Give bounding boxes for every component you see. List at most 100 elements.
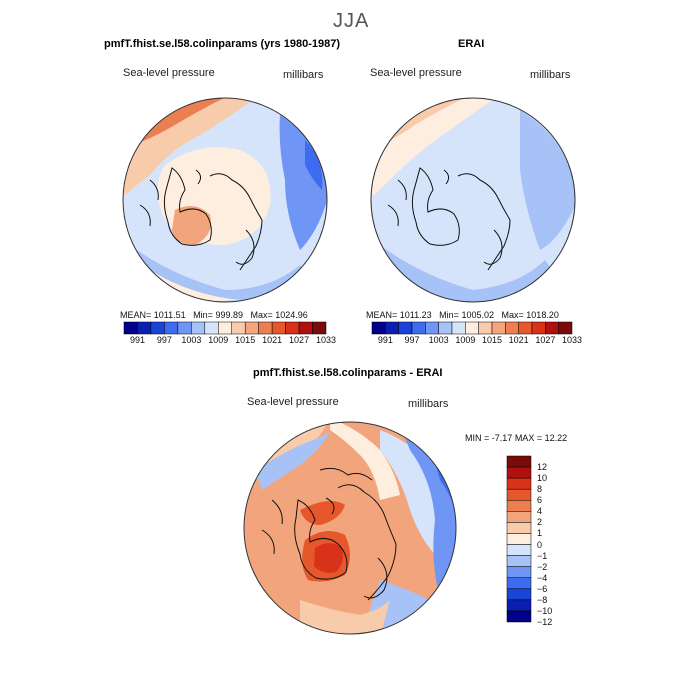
colorbar-tick-label: 1021 [262,335,283,345]
colorbar-tick-label: −12 [537,617,553,627]
colorbar-tick-label: −1 [537,550,548,561]
panel3-min-label: MIN = [465,433,490,443]
panel1-min-label: Min= [193,310,213,320]
panel3-coastlines [261,467,397,601]
panel2-globe-outline [370,97,576,303]
panel1-field-low-east-core [305,140,323,190]
panel2-field-greenland [422,208,455,240]
panel3-min-value: -7.17 [491,433,513,443]
colorbar-tick-label: 1021 [508,335,529,345]
panel1-mean-value: 1011.51 [153,310,186,320]
colorbar-tick-label: 1009 [208,335,229,345]
colorbar-tick-label: −8 [537,594,548,605]
colorbar-swatch [506,500,532,512]
panel2-variable-label: Sea-level pressure [370,67,462,79]
panel2-mean-label: MEAN= [366,310,398,320]
panel3-units-label: millibars [408,398,449,410]
colorbar-tick-label: 8 [537,484,543,495]
colorbar-tick-label: 2 [537,517,543,528]
colorbar-swatch [506,488,532,501]
colorbar-tick-label: 10 [537,473,548,484]
colorbar-tick-label: 1033 [561,335,583,345]
panel3-colorbar-ticks: 12 10 8 6 4 2 1 0 −1 −2 −4 −6 −8 −10 −12 [537,456,577,627]
colorbar-tick-label: −4 [537,572,548,583]
colorbar-tick-label: 991 [377,335,393,345]
panel3-title: pmfT.fhist.se.l58.colinparams - ERAI [253,367,443,379]
colorbar-swatch [506,477,532,490]
panel1-colorbar-ticks: 991 997 1003 1009 1015 1021 1027 1033 [124,335,336,347]
colorbar-tick-label: 991 [129,335,145,345]
colorbar-tick-label: 1015 [481,335,503,345]
panel1-globe-outline [122,97,328,303]
colorbar-swatch [558,321,573,335]
panel2-title: ERAI [458,38,485,50]
colorbar-tick-label: 1027 [289,335,310,345]
panel3-colorbar [506,455,532,623]
panel3-variable-label: Sea-level pressure [247,396,339,408]
panel3-max-label: MAX = [514,433,543,443]
colorbar-tick-label: 997 [404,335,420,345]
colorbar-swatch [506,466,532,479]
colorbar-tick-label: 997 [156,335,172,345]
panel1-mean-label: MEAN= [120,310,152,320]
colorbar-swatch [506,588,532,601]
colorbar-tick-label: 1009 [455,335,476,345]
panel2-colorbar-ticks: 991 997 1003 1009 1015 1021 1027 1033 [372,335,582,347]
colorbar-swatch [506,455,532,468]
colorbar-swatch [506,533,532,545]
panel2-max-label: Max= [501,310,524,320]
panel1-field-greenland [172,206,211,245]
panel3-field-south-neutral [300,600,390,634]
panel1-stats: MEAN= 1011.51 Min= 999.89 Max= 1024.96 [120,310,308,320]
panel3-globe-outline [243,421,457,635]
panel2-min-value: 1005.02 [461,310,494,320]
colorbar-tick-label: 4 [537,506,543,517]
colorbar-tick-label: 1015 [235,335,256,345]
panel3-stats: MIN = -7.17 MAX = 12.22 [465,433,567,443]
panel1-max-label: Max= [250,310,273,320]
colorbar-swatch [506,599,532,612]
colorbar-tick-label: 1 [537,528,543,539]
panel1-coastlines [139,167,263,271]
panel2-units-label: millibars [530,69,571,81]
colorbar-tick-label: −2 [537,561,548,572]
panel1-field-warm-band [123,98,260,200]
panel3-max-value: 12.22 [544,433,568,443]
panel3-field-north-neutral [330,422,400,500]
colorbar-tick-label: −6 [537,583,548,594]
colorbar-swatch [506,544,532,556]
panel2-stats: MEAN= 1011.23 Min= 1005.02 Max= 1018.20 [366,310,559,320]
colorbar-tick-label: 0 [537,539,543,550]
panel1-field-low-east [279,115,327,250]
panel1-max-value: 1024.96 [275,310,308,320]
panel2-field-warm-band [371,98,500,200]
panel2-colorbar [371,321,573,335]
colorbar-tick-label: 1027 [535,335,556,345]
panel1-units-label: millibars [283,69,324,81]
colorbar-swatch [506,511,532,523]
colorbar-swatch [506,555,532,567]
panel1-colorbar [123,321,327,335]
colorbar-swatch [312,321,327,335]
panel2-min-label: Min= [439,310,459,320]
colorbar-swatch [506,577,532,590]
colorbar-tick-label: 1033 [315,335,337,345]
panel2-coastlines [387,167,511,271]
colorbar-tick-label: 12 [537,462,548,473]
colorbar-swatch [506,610,532,623]
panel1-title: pmfT.fhist.se.l58.colinparams (yrs 1980-… [104,38,340,50]
colorbar-swatch [506,566,532,578]
colorbar-tick-label: 6 [537,495,543,506]
panel3-field-greenland-core [314,543,344,573]
panel2-mean-value: 1011.23 [399,310,432,320]
colorbar-tick-label: 1003 [181,335,202,345]
panel2-max-value: 1018.20 [526,310,559,320]
panel2-field-east [520,110,575,250]
season-title: JJA [333,10,370,32]
panel1-min-value: 999.89 [215,310,243,320]
panel3-field-nw-blue [255,432,330,490]
colorbar-tick-label: −10 [537,605,553,616]
